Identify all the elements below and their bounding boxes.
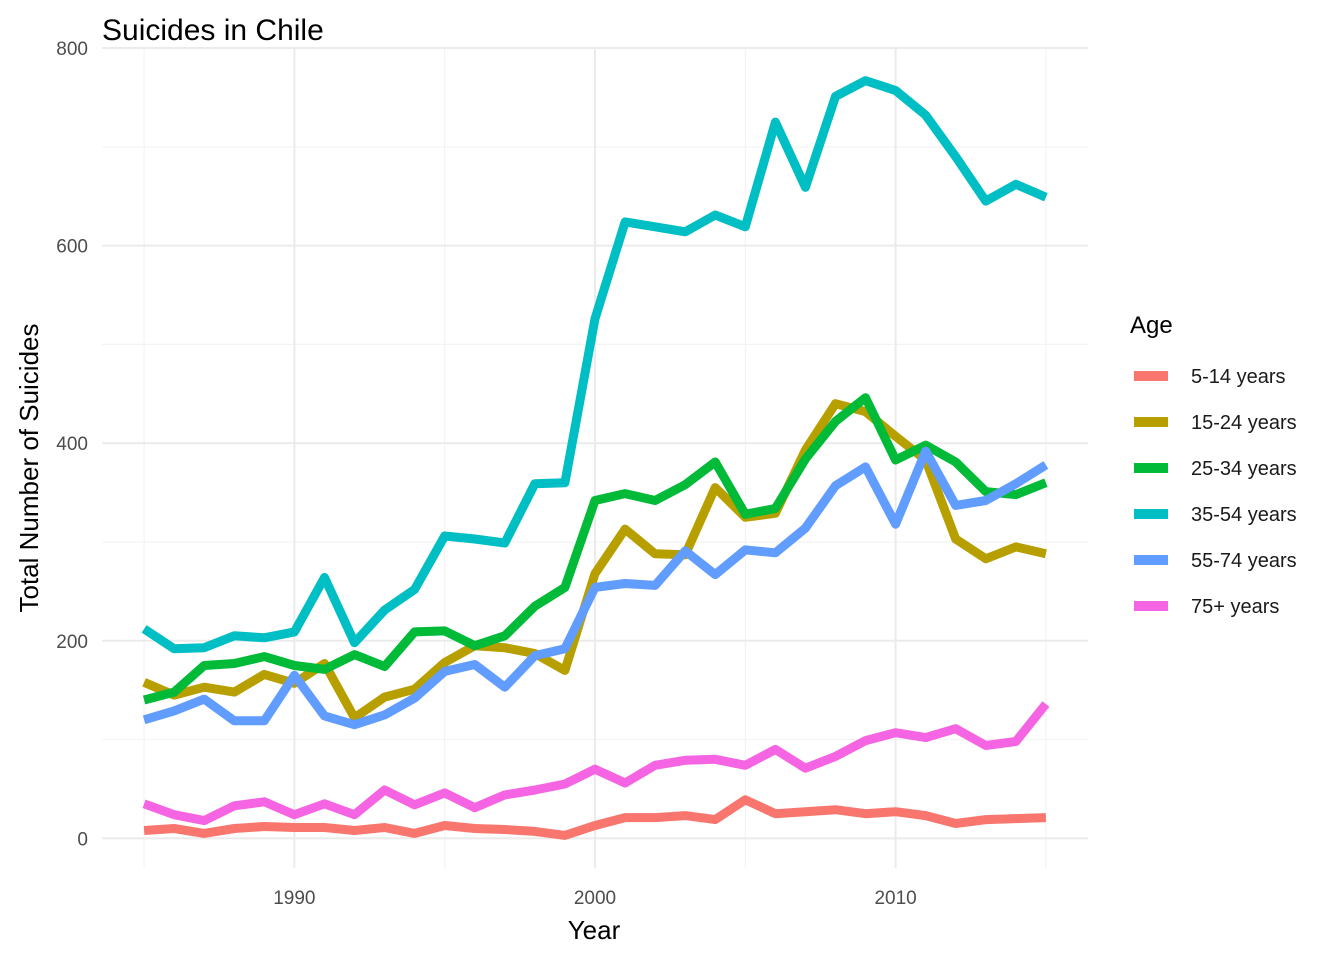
y-tick-label: 0 (77, 829, 88, 850)
series-line-25-34-years (142, 393, 1048, 705)
series-lines (141, 76, 1050, 840)
legend-label: 35-54 years (1191, 504, 1297, 526)
chart-title: Suicides in Chile (102, 14, 324, 47)
x-tick-label: 2010 (874, 888, 916, 909)
legend-item: 55-74 years (1134, 550, 1297, 572)
y-axis-title: Total Number of Suicides (14, 323, 44, 612)
y-tick-label: 400 (56, 434, 88, 455)
legend-label: 55-74 years (1191, 550, 1297, 572)
legend: Age 5-14 years 15-24 years 25-34 years 35-5… (1130, 312, 1297, 618)
series-line-75-years (142, 701, 1050, 826)
y-tick-label: 800 (56, 39, 88, 60)
series-line-55-74-years (142, 446, 1049, 730)
x-axis-ticks: 1990 2000 2010 (273, 888, 917, 909)
x-tick-label: 2000 (574, 888, 616, 909)
legend-label: 75+ years (1191, 596, 1279, 618)
legend-title: Age (1130, 312, 1173, 339)
legend-item: 35-54 years (1134, 504, 1297, 526)
legend-item: 15-24 years (1134, 412, 1297, 434)
x-axis-title: Year (568, 915, 621, 945)
legend-label: 25-34 years (1191, 458, 1297, 480)
y-tick-label: 200 (56, 632, 88, 653)
y-tick-label: 600 (56, 237, 88, 258)
legend-item: 75+ years (1134, 596, 1279, 618)
legend-item: 25-34 years (1134, 458, 1297, 480)
legend-item: 5-14 years (1134, 366, 1286, 388)
plot-grid (102, 47, 1088, 868)
series-line-35-54-years (141, 76, 1048, 654)
legend-label: 5-14 years (1191, 366, 1286, 388)
x-tick-label: 1990 (273, 888, 315, 909)
legend-label: 15-24 years (1191, 412, 1297, 434)
series-line-5-14-years (143, 795, 1047, 840)
y-axis-ticks: 0 200 400 600 800 (56, 39, 88, 850)
